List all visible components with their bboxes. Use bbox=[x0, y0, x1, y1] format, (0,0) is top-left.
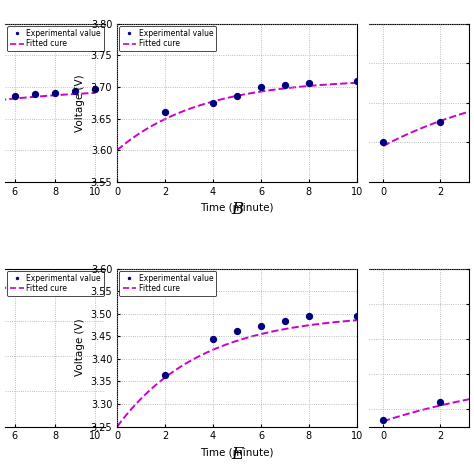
Y-axis label: Voltage (V): Voltage (V) bbox=[75, 74, 85, 131]
Point bbox=[91, 86, 99, 93]
Point bbox=[281, 81, 289, 89]
Text: E: E bbox=[231, 446, 243, 463]
Legend: Experimental value, Fitted cure: Experimental value, Fitted cure bbox=[7, 26, 104, 51]
Point bbox=[31, 278, 39, 286]
X-axis label: Time (minute): Time (minute) bbox=[200, 447, 274, 457]
Legend: Experimental value, Fitted cure: Experimental value, Fitted cure bbox=[119, 26, 216, 51]
Point bbox=[31, 91, 39, 98]
Point bbox=[72, 276, 79, 284]
Point bbox=[257, 83, 265, 91]
Point bbox=[161, 371, 169, 378]
Point bbox=[437, 118, 444, 126]
X-axis label: Time (minute): Time (minute) bbox=[200, 202, 274, 212]
Point bbox=[305, 312, 313, 320]
Point bbox=[379, 416, 387, 423]
Point bbox=[209, 99, 217, 107]
Point bbox=[11, 279, 18, 286]
Point bbox=[72, 88, 79, 95]
Point bbox=[161, 109, 169, 116]
Point bbox=[51, 277, 59, 285]
Text: B: B bbox=[231, 201, 243, 218]
Y-axis label: Voltage (V): Voltage (V) bbox=[75, 319, 85, 376]
Point bbox=[209, 335, 217, 342]
Point bbox=[51, 90, 59, 97]
Point bbox=[353, 77, 361, 84]
Point bbox=[353, 312, 361, 320]
Point bbox=[233, 327, 241, 335]
Point bbox=[11, 92, 18, 100]
Legend: Experimental value, Fitted cure: Experimental value, Fitted cure bbox=[119, 271, 216, 296]
Point bbox=[437, 398, 444, 406]
Point bbox=[305, 79, 313, 87]
Point bbox=[233, 92, 241, 100]
Point bbox=[91, 275, 99, 283]
Point bbox=[257, 323, 265, 330]
Legend: Experimental value, Fitted cure: Experimental value, Fitted cure bbox=[7, 271, 104, 296]
Point bbox=[379, 138, 387, 146]
Point bbox=[281, 318, 289, 325]
